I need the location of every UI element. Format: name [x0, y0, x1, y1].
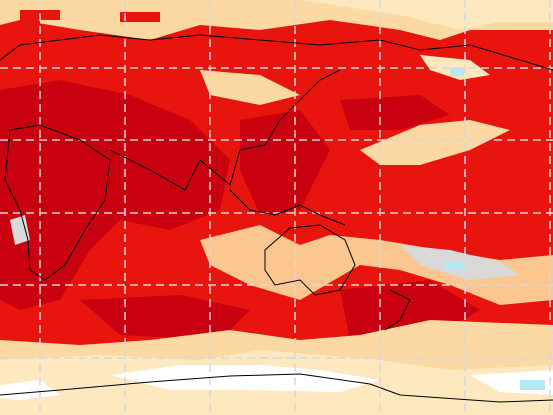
coastline-indonesia — [229, 189, 346, 226]
white-patch-antarctic — [110, 365, 380, 392]
dark-red-africa-asia — [0, 80, 230, 310]
blue-patch-antarctic — [520, 380, 545, 390]
dark-red-indonesia — [240, 110, 330, 215]
dark-red-south-indian — [80, 295, 250, 340]
coastline-arctic — [0, 34, 553, 71]
blue-patch — [450, 68, 464, 76]
coastline-asia — [109, 69, 341, 191]
coastline-antarctica — [0, 373, 553, 403]
coastline-australia — [264, 224, 356, 296]
blue-patch-south — [445, 262, 465, 270]
coastline-africa — [4, 124, 111, 281]
coastline-new-zealand — [384, 289, 411, 331]
pale-patch-pacific — [360, 120, 510, 165]
gray-patch-africa — [10, 215, 30, 245]
pale-patch-asia — [200, 70, 300, 105]
pale-band-north-light — [300, 0, 553, 30]
dark-red-pacific — [340, 95, 450, 130]
